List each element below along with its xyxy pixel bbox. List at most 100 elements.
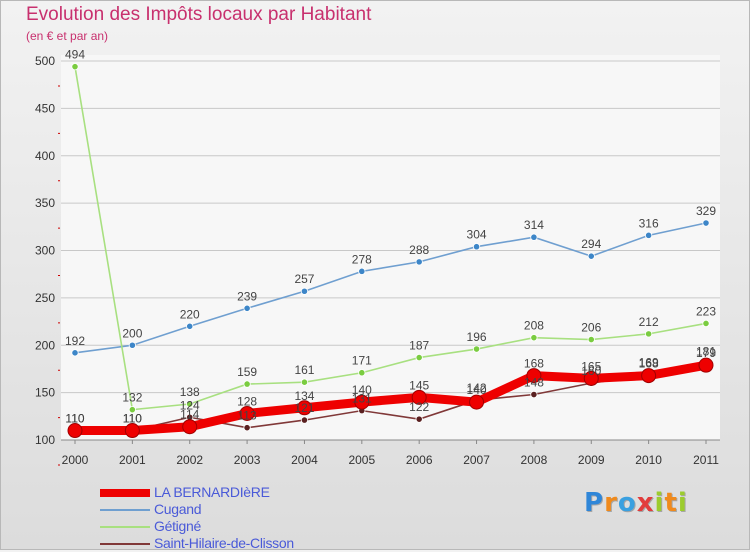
data-point bbox=[243, 424, 251, 432]
x-tick-label: 2006 bbox=[406, 453, 433, 467]
data-point bbox=[587, 252, 595, 260]
data-point bbox=[296, 400, 312, 416]
data-label: 140 bbox=[467, 383, 487, 397]
proxiti-logo: Proxiti bbox=[584, 488, 688, 518]
legend-swatch bbox=[100, 526, 150, 528]
data-label: 181 bbox=[696, 344, 716, 358]
data-label: 192 bbox=[65, 334, 85, 348]
data-labels-0: 110 110 114 128 134 140 145 140 168 165 168 179 bbox=[65, 346, 716, 425]
series-line bbox=[74, 222, 707, 354]
data-label: 165 bbox=[581, 359, 601, 373]
data-point bbox=[300, 378, 309, 386]
series-line bbox=[74, 66, 707, 411]
logo-letter: P bbox=[584, 488, 605, 518]
data-label: 132 bbox=[122, 391, 142, 405]
data-point bbox=[243, 380, 251, 388]
data-label: 128 bbox=[237, 394, 257, 408]
data-point bbox=[587, 335, 595, 344]
y-tick-label: 400 bbox=[35, 149, 55, 163]
data-point bbox=[186, 400, 194, 408]
data-label: 114 bbox=[180, 408, 199, 422]
x-tick-label: 2000 bbox=[62, 453, 89, 467]
data-point bbox=[71, 349, 79, 357]
logo-letter: t bbox=[664, 488, 678, 518]
data-label: 294 bbox=[581, 237, 601, 251]
data-label: 206 bbox=[581, 321, 601, 335]
data-label: 160 bbox=[581, 364, 601, 378]
logo-letter: r bbox=[604, 488, 618, 518]
data-point bbox=[472, 345, 481, 353]
legend-label: LA BERNARDIèRE bbox=[154, 484, 270, 500]
chart-subtitle: (en € et par an) bbox=[26, 29, 109, 43]
data-label: 110 bbox=[123, 412, 142, 426]
logo-letter: x bbox=[636, 488, 655, 518]
data-label: 171 bbox=[352, 354, 372, 368]
data-label: 140 bbox=[352, 383, 372, 397]
data-point bbox=[415, 353, 423, 362]
data-point bbox=[645, 231, 653, 239]
x-tick-label: 2004 bbox=[291, 453, 318, 467]
data-point bbox=[702, 219, 710, 227]
data-label: 314 bbox=[524, 218, 544, 232]
data-label: 179 bbox=[696, 346, 716, 360]
data-label: 142 bbox=[467, 381, 487, 395]
data-label: 169 bbox=[639, 356, 659, 370]
data-point bbox=[243, 304, 251, 312]
data-label: 223 bbox=[696, 304, 716, 318]
x-tick-label: 2005 bbox=[348, 453, 375, 467]
data-label: 257 bbox=[294, 272, 314, 286]
legend-label: Gétigné bbox=[154, 518, 201, 534]
y-tick-label: 350 bbox=[35, 196, 55, 210]
data-point bbox=[300, 416, 309, 424]
data-point bbox=[698, 357, 714, 373]
data-label: 145 bbox=[409, 378, 429, 392]
x-tick-label: 2009 bbox=[578, 453, 605, 467]
data-label: 161 bbox=[294, 363, 314, 377]
data-point bbox=[128, 341, 136, 349]
data-point bbox=[469, 394, 485, 410]
data-label: 159 bbox=[237, 365, 257, 379]
plot-area bbox=[61, 55, 720, 440]
data-point bbox=[71, 63, 79, 71]
data-point bbox=[128, 406, 136, 414]
data-label: 208 bbox=[524, 319, 544, 333]
data-label: 148 bbox=[524, 376, 544, 390]
data-point bbox=[186, 322, 194, 330]
data-label: 220 bbox=[180, 307, 200, 321]
series-2 bbox=[71, 63, 710, 414]
data-point bbox=[583, 370, 599, 386]
data-label: 121 bbox=[294, 401, 314, 415]
data-point bbox=[526, 368, 542, 384]
data-point bbox=[239, 405, 255, 421]
data-point bbox=[415, 258, 423, 266]
data-label: 110 bbox=[65, 412, 84, 426]
data-point bbox=[530, 390, 538, 399]
y-tick-label: 500 bbox=[35, 54, 55, 68]
y-tick-label: 300 bbox=[35, 244, 55, 258]
y-tick-label: 100 bbox=[35, 433, 55, 447]
data-point bbox=[702, 319, 710, 328]
series-1 bbox=[71, 219, 710, 357]
logo-letter: o bbox=[617, 488, 637, 518]
chart-title: Evolution des Impôts locaux par Habitant bbox=[26, 4, 372, 25]
x-tick-label: 2003 bbox=[234, 453, 261, 467]
data-point bbox=[645, 330, 653, 338]
data-label: 110 bbox=[123, 412, 142, 426]
data-point bbox=[67, 423, 83, 439]
x-tick-label: 2010 bbox=[635, 453, 662, 467]
data-labels-2: 494 132 138 159 161 171 187 196 208 206 212 223 bbox=[65, 48, 716, 405]
data-label: 110 bbox=[65, 412, 84, 426]
data-point bbox=[124, 423, 140, 439]
data-label: 200 bbox=[122, 326, 142, 340]
data-point bbox=[358, 267, 366, 275]
data-label: 494 bbox=[65, 48, 85, 62]
data-point bbox=[182, 419, 198, 435]
data-label: 212 bbox=[639, 315, 659, 329]
data-point bbox=[354, 394, 370, 410]
logo-letter: i bbox=[677, 488, 688, 518]
x-tick-label: 2007 bbox=[463, 453, 490, 467]
legend-swatch bbox=[100, 489, 150, 497]
data-point bbox=[415, 415, 423, 423]
data-label: 329 bbox=[696, 204, 716, 218]
data-label: 196 bbox=[467, 330, 487, 344]
